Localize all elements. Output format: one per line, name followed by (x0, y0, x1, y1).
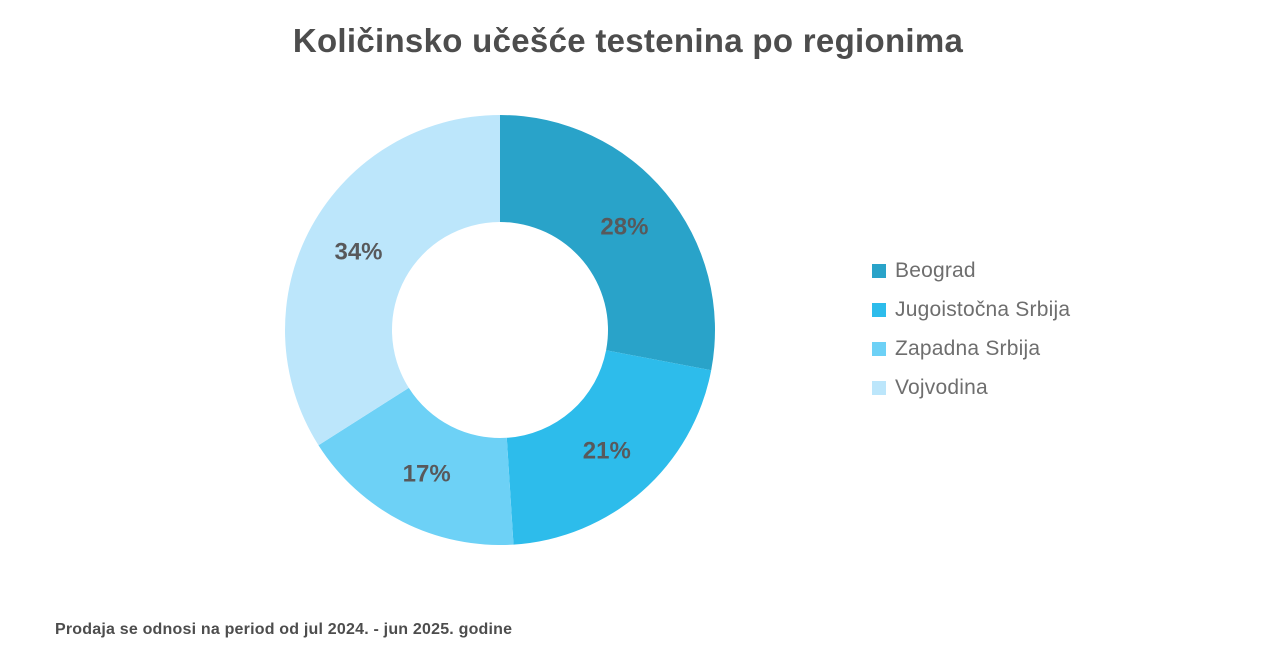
legend-item-zapadna-srbija: Zapadna Srbija (872, 329, 1070, 368)
legend-swatch-vojvodina (872, 380, 886, 395)
legend-label-vojvodina: Vojvodina (895, 375, 988, 399)
legend-label-beograd: Beograd (895, 258, 976, 282)
legend-swatch-zapadna-srbija (872, 341, 886, 356)
legend: Beograd Jugoistočna Srbija Zapadna Srbij… (872, 251, 1070, 407)
legend-label-jugoistocna-srbija: Jugoistočna Srbija (895, 297, 1071, 321)
legend-item-vojvodina: Vojvodina (872, 368, 1070, 407)
legend-item-jugoistocna-srbija: Jugoistočna Srbija (872, 290, 1070, 329)
slice-label-1: 21% (583, 438, 631, 465)
donut-chart: 28% 21% 17% 34% (285, 115, 715, 545)
footnote: Prodaja se odnosi na period od jul 2024.… (55, 621, 513, 638)
donut-slice-1 (506, 350, 712, 545)
legend-swatch-beograd (872, 263, 886, 278)
legend-item-beograd: Beograd (872, 251, 1070, 290)
slice-label-2: 17% (403, 460, 451, 487)
donut-slice-2 (318, 387, 514, 545)
legend-swatch-jugoistocna-srbija (872, 302, 886, 317)
legend-label-zapadna-srbija: Zapadna Srbija (895, 336, 1041, 360)
donut-slice-3 (285, 115, 500, 446)
slice-label-0: 28% (600, 214, 648, 241)
chart-title: Količinsko učešće testenina po regionima (292, 22, 964, 59)
slice-label-3: 34% (334, 239, 382, 266)
donut-slice-0 (500, 115, 715, 371)
